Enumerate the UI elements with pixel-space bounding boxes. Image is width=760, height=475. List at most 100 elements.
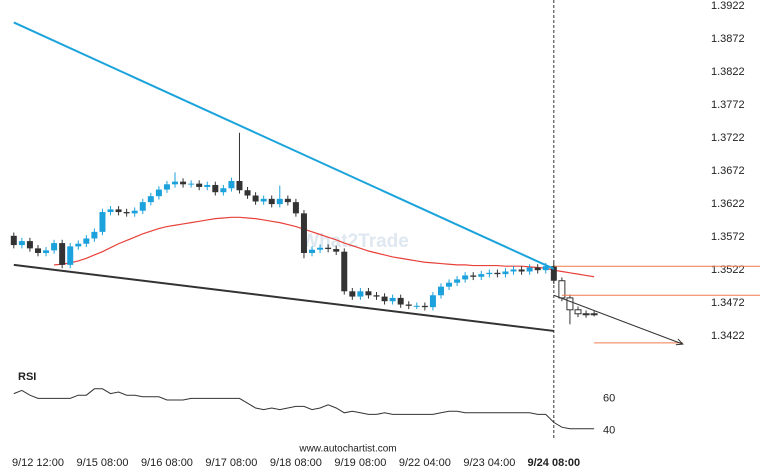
candle-body [188, 183, 195, 185]
candle-body [421, 305, 428, 308]
x-tick-label: 9/12 12:00 [12, 457, 64, 469]
y-tick-label: 1.3822 [711, 66, 745, 78]
candle-body [486, 272, 493, 275]
candle-body [26, 241, 33, 249]
source-label: www.autochartist.com [298, 444, 396, 455]
y-tick-label: 1.3572 [711, 231, 745, 243]
candle-body [510, 269, 517, 272]
candle-body [325, 247, 332, 250]
candle-body [389, 297, 396, 302]
y-tick-label: 1.3922 [711, 0, 745, 12]
candle-body [405, 304, 412, 306]
candle-body [284, 198, 291, 203]
candle-body [147, 196, 154, 203]
y-tick-label: 1.3672 [711, 165, 745, 177]
candle-body [365, 291, 372, 296]
candle-body [542, 266, 549, 271]
candle-body [292, 202, 299, 214]
candle-body [413, 305, 420, 307]
y-tick-label: 1.3622 [711, 198, 745, 210]
candle-body [212, 184, 219, 193]
candle-body [34, 248, 41, 253]
candle-body [75, 243, 82, 247]
candle-body [550, 266, 557, 281]
candle-body [252, 195, 259, 202]
candle-body [244, 190, 251, 196]
x-tick-label: 9/22 04:00 [399, 457, 451, 469]
candle-body [18, 241, 25, 246]
candle-body [470, 275, 477, 277]
candle-body [317, 247, 324, 250]
forecast-arrow [553, 294, 683, 345]
candle-body [220, 188, 227, 193]
candle-body [236, 180, 243, 191]
candle-body [204, 184, 211, 187]
trend-line [13, 21, 555, 270]
candle-body [462, 275, 469, 280]
candle-body [83, 238, 90, 244]
candle-body [381, 296, 388, 302]
y-tick-label: 40 [603, 424, 615, 436]
x-tick-label: 9/19 08:00 [334, 457, 386, 469]
candle-body [300, 213, 307, 253]
y-tick-label: 1.3872 [711, 33, 745, 45]
candle-body [357, 291, 364, 297]
candle-body [276, 198, 283, 205]
candle-body [107, 209, 114, 213]
candle-body [123, 212, 130, 214]
x-tick-label: 9/17 08:00 [205, 457, 257, 469]
candle-body [534, 267, 541, 271]
trend-line [13, 263, 554, 332]
candle-body [518, 269, 525, 272]
candle-body [526, 267, 533, 272]
y-tick-label: 1.3772 [711, 99, 745, 111]
candle-body [429, 295, 436, 308]
rsi-title: RSI [18, 371, 36, 383]
candle-body [260, 198, 267, 202]
candle-body [309, 249, 316, 253]
candle-body [582, 313, 590, 316]
y-tick-label: 1.3722 [711, 132, 745, 144]
candle-body [59, 243, 66, 265]
candle-body [574, 309, 582, 315]
candle-body [67, 246, 74, 265]
candle-body [155, 189, 162, 197]
candle-body [163, 184, 170, 190]
x-tick-label: 9/16 08:00 [141, 457, 193, 469]
y-tick-label: 1.3472 [711, 297, 745, 309]
candle-body [446, 282, 453, 287]
candle-body [228, 180, 235, 189]
candle-body [99, 212, 106, 232]
rsi-line [13, 388, 595, 430]
candle-body [115, 209, 122, 213]
x-tick-label: 9/24 08:00 [528, 457, 581, 469]
candle-body [478, 274, 485, 277]
candle-body [333, 249, 340, 252]
candle-body [268, 198, 275, 205]
candle-body [494, 272, 501, 275]
candle-body [373, 295, 380, 297]
y-tick-label: 1.3522 [711, 264, 745, 276]
y-tick-label: 60 [603, 392, 615, 404]
y-tick-label: 1.3422 [711, 330, 745, 342]
candle-body [180, 181, 187, 185]
candle-body [51, 243, 58, 251]
candle-body [437, 286, 444, 296]
candle-body [590, 313, 598, 316]
arrow-head [675, 338, 684, 346]
candle-body [566, 297, 574, 311]
candle-body [172, 181, 178, 185]
candle-body [10, 235, 17, 246]
candle-body [91, 231, 98, 239]
candle-body [139, 202, 146, 211]
candle-body [397, 297, 404, 305]
candle-body [454, 279, 461, 283]
candle-body [196, 183, 203, 187]
moving-average [54, 216, 595, 278]
candle-body [502, 271, 509, 275]
candle-body [349, 291, 356, 297]
candle-body [43, 250, 50, 253]
candle-body [131, 210, 138, 214]
candle-body [341, 251, 348, 292]
